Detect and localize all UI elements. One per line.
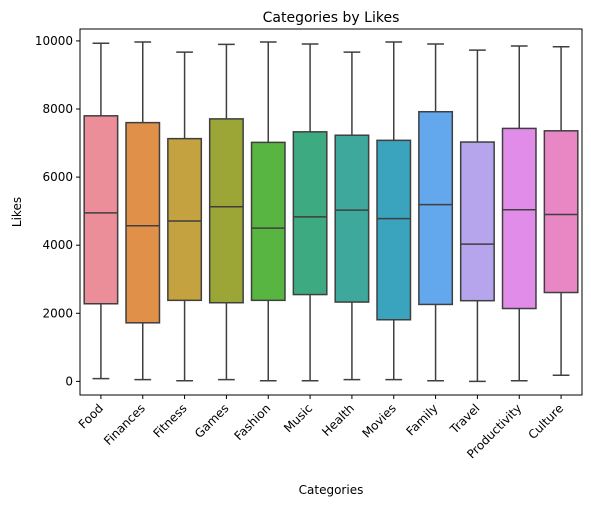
x-tick-label: Family: [403, 401, 440, 438]
iqr-box: [501, 127, 537, 310]
plot-area: [83, 41, 579, 383]
iqr-box: [83, 115, 119, 305]
iqr-box: [250, 141, 286, 302]
box-finances: [125, 41, 161, 381]
box-travel: [459, 49, 495, 383]
x-axis-label: Categories: [299, 483, 364, 497]
x-tick-label: Culture: [525, 401, 566, 442]
box-movies: [376, 41, 412, 381]
box-games: [208, 43, 244, 381]
iqr-box: [125, 121, 161, 324]
box-health: [334, 51, 370, 381]
y-tick-label: 6000: [42, 170, 73, 184]
box-fashion: [250, 41, 286, 382]
iqr-box: [376, 139, 412, 321]
box-culture: [543, 45, 579, 377]
y-tick-label: 0: [65, 374, 73, 388]
box-productivity: [501, 45, 537, 382]
iqr-box: [543, 130, 579, 294]
x-tick-label: Games: [192, 401, 232, 441]
iqr-box: [459, 141, 495, 302]
x-tick-label: Fitness: [150, 401, 189, 440]
iqr-box: [418, 110, 454, 306]
plot-frame: [79, 28, 583, 396]
y-axis-label: Likes: [10, 197, 24, 227]
y-tick-label: 10000: [35, 34, 73, 48]
x-tick-label: Fashion: [231, 401, 273, 443]
iqr-box: [334, 134, 370, 303]
box-music: [292, 43, 328, 382]
y-tick-label: 8000: [42, 102, 73, 116]
iqr-box: [292, 131, 328, 296]
y-tick-label: 2000: [42, 306, 73, 320]
chart-title: Categories by Likes: [263, 10, 400, 26]
x-tick-label: Travel: [447, 401, 483, 437]
x-tick-label: Music: [281, 401, 315, 435]
x-tick-label: Food: [76, 401, 106, 431]
iqr-box: [208, 118, 244, 304]
iqr-box: [167, 137, 203, 302]
x-tick-label: Finances: [101, 401, 148, 448]
box-family: [418, 43, 454, 382]
box-food: [83, 42, 119, 380]
y-axis: 0 2000 4000 6000 8000 10000: [35, 34, 80, 388]
x-tick-label: Health: [319, 401, 357, 439]
y-tick-label: 4000: [42, 238, 73, 252]
x-tick-label: Movies: [359, 401, 398, 440]
box-fitness: [167, 51, 203, 382]
